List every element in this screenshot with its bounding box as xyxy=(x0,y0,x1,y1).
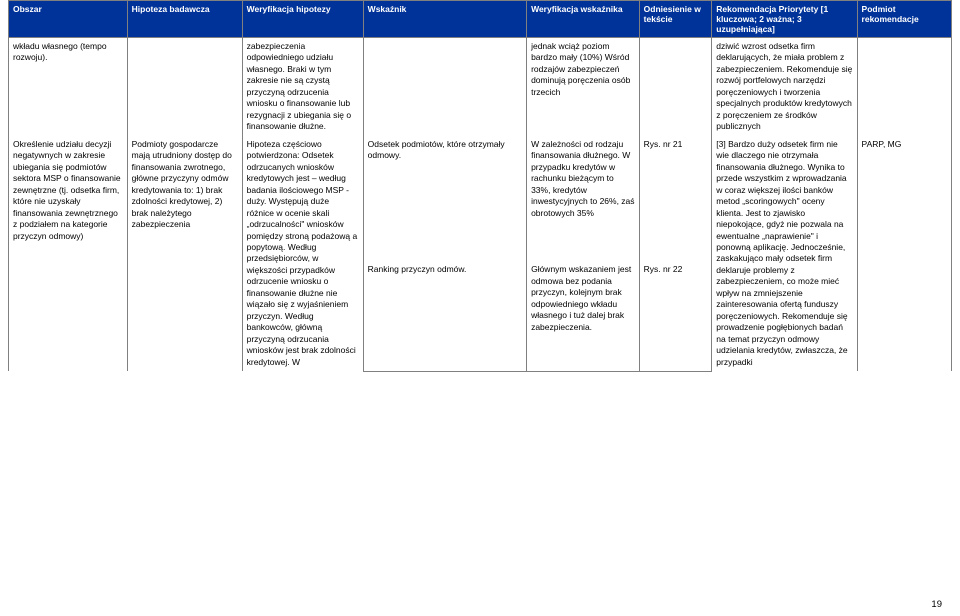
cell-rekomendacja: dziwić wzrost odsetka firm deklarujących… xyxy=(712,38,857,136)
header-wskaznik: Wskaźnik xyxy=(363,1,526,38)
header-podmiot: Podmiot rekomendacje xyxy=(857,1,951,38)
header-obszar: Obszar xyxy=(9,1,128,38)
cell-hipoteza xyxy=(127,38,242,136)
cell-wskaznik: Ranking przyczyn odmów. xyxy=(363,261,526,371)
cell-wskaznik xyxy=(363,38,526,136)
cell-odniesienie xyxy=(639,38,712,136)
cell-wskaznik: Odsetek podmiotów, które otrzymały odmow… xyxy=(363,136,526,262)
cell-rekomendacja: [3] Bardzo duży odsetek firm nie wie dla… xyxy=(712,136,857,371)
cell-weryfikacja-wskaznika: Głównym wskazaniem jest odmowa bez podan… xyxy=(527,261,640,371)
header-weryfikacja-wskaznika: Weryfikacja wskaźnika xyxy=(527,1,640,38)
cell-obszar: wkładu własnego (tempo rozwoju). xyxy=(9,38,128,136)
header-rekomendacja: Rekomendacja Priorytety [1 kluczowa; 2 w… xyxy=(712,1,857,38)
table-row: wkładu własnego (tempo rozwoju). zabezpi… xyxy=(9,38,952,136)
header-odniesienie: Odniesienie w tekście xyxy=(639,1,712,38)
cell-odniesienie: Rys. nr 21 xyxy=(639,136,712,262)
cell-weryfikacja-wskaznika: jednak wciąż poziom bardzo mały (10%) Wś… xyxy=(527,38,640,136)
cell-podmiot: PARP, MG xyxy=(857,136,951,371)
cell-weryfikacja-hipotezy: zabezpieczenia odpowiedniego udziału wła… xyxy=(242,38,363,136)
cell-hipoteza: Podmioty gospodarcze mają utrudniony dos… xyxy=(127,136,242,371)
header-weryfikacja-hipotezy: Weryfikacja hipotezy xyxy=(242,1,363,38)
header-hipoteza: Hipoteza badawcza xyxy=(127,1,242,38)
page-number: 19 xyxy=(931,599,942,610)
cell-obszar: Określenie udziału decyzji negatywnych w… xyxy=(9,136,128,371)
data-table: Obszar Hipoteza badawcza Weryfikacja hip… xyxy=(8,0,952,372)
table-header-row: Obszar Hipoteza badawcza Weryfikacja hip… xyxy=(9,1,952,38)
cell-weryfikacja-wskaznika: W zależności od rodzaju finansowania dłu… xyxy=(527,136,640,262)
cell-weryfikacja-hipotezy: Hipoteza częściowo potwierdzona: Odsetek… xyxy=(242,136,363,371)
cell-odniesienie: Rys. nr 22 xyxy=(639,261,712,371)
cell-podmiot xyxy=(857,38,951,136)
table-row: Określenie udziału decyzji negatywnych w… xyxy=(9,136,952,262)
